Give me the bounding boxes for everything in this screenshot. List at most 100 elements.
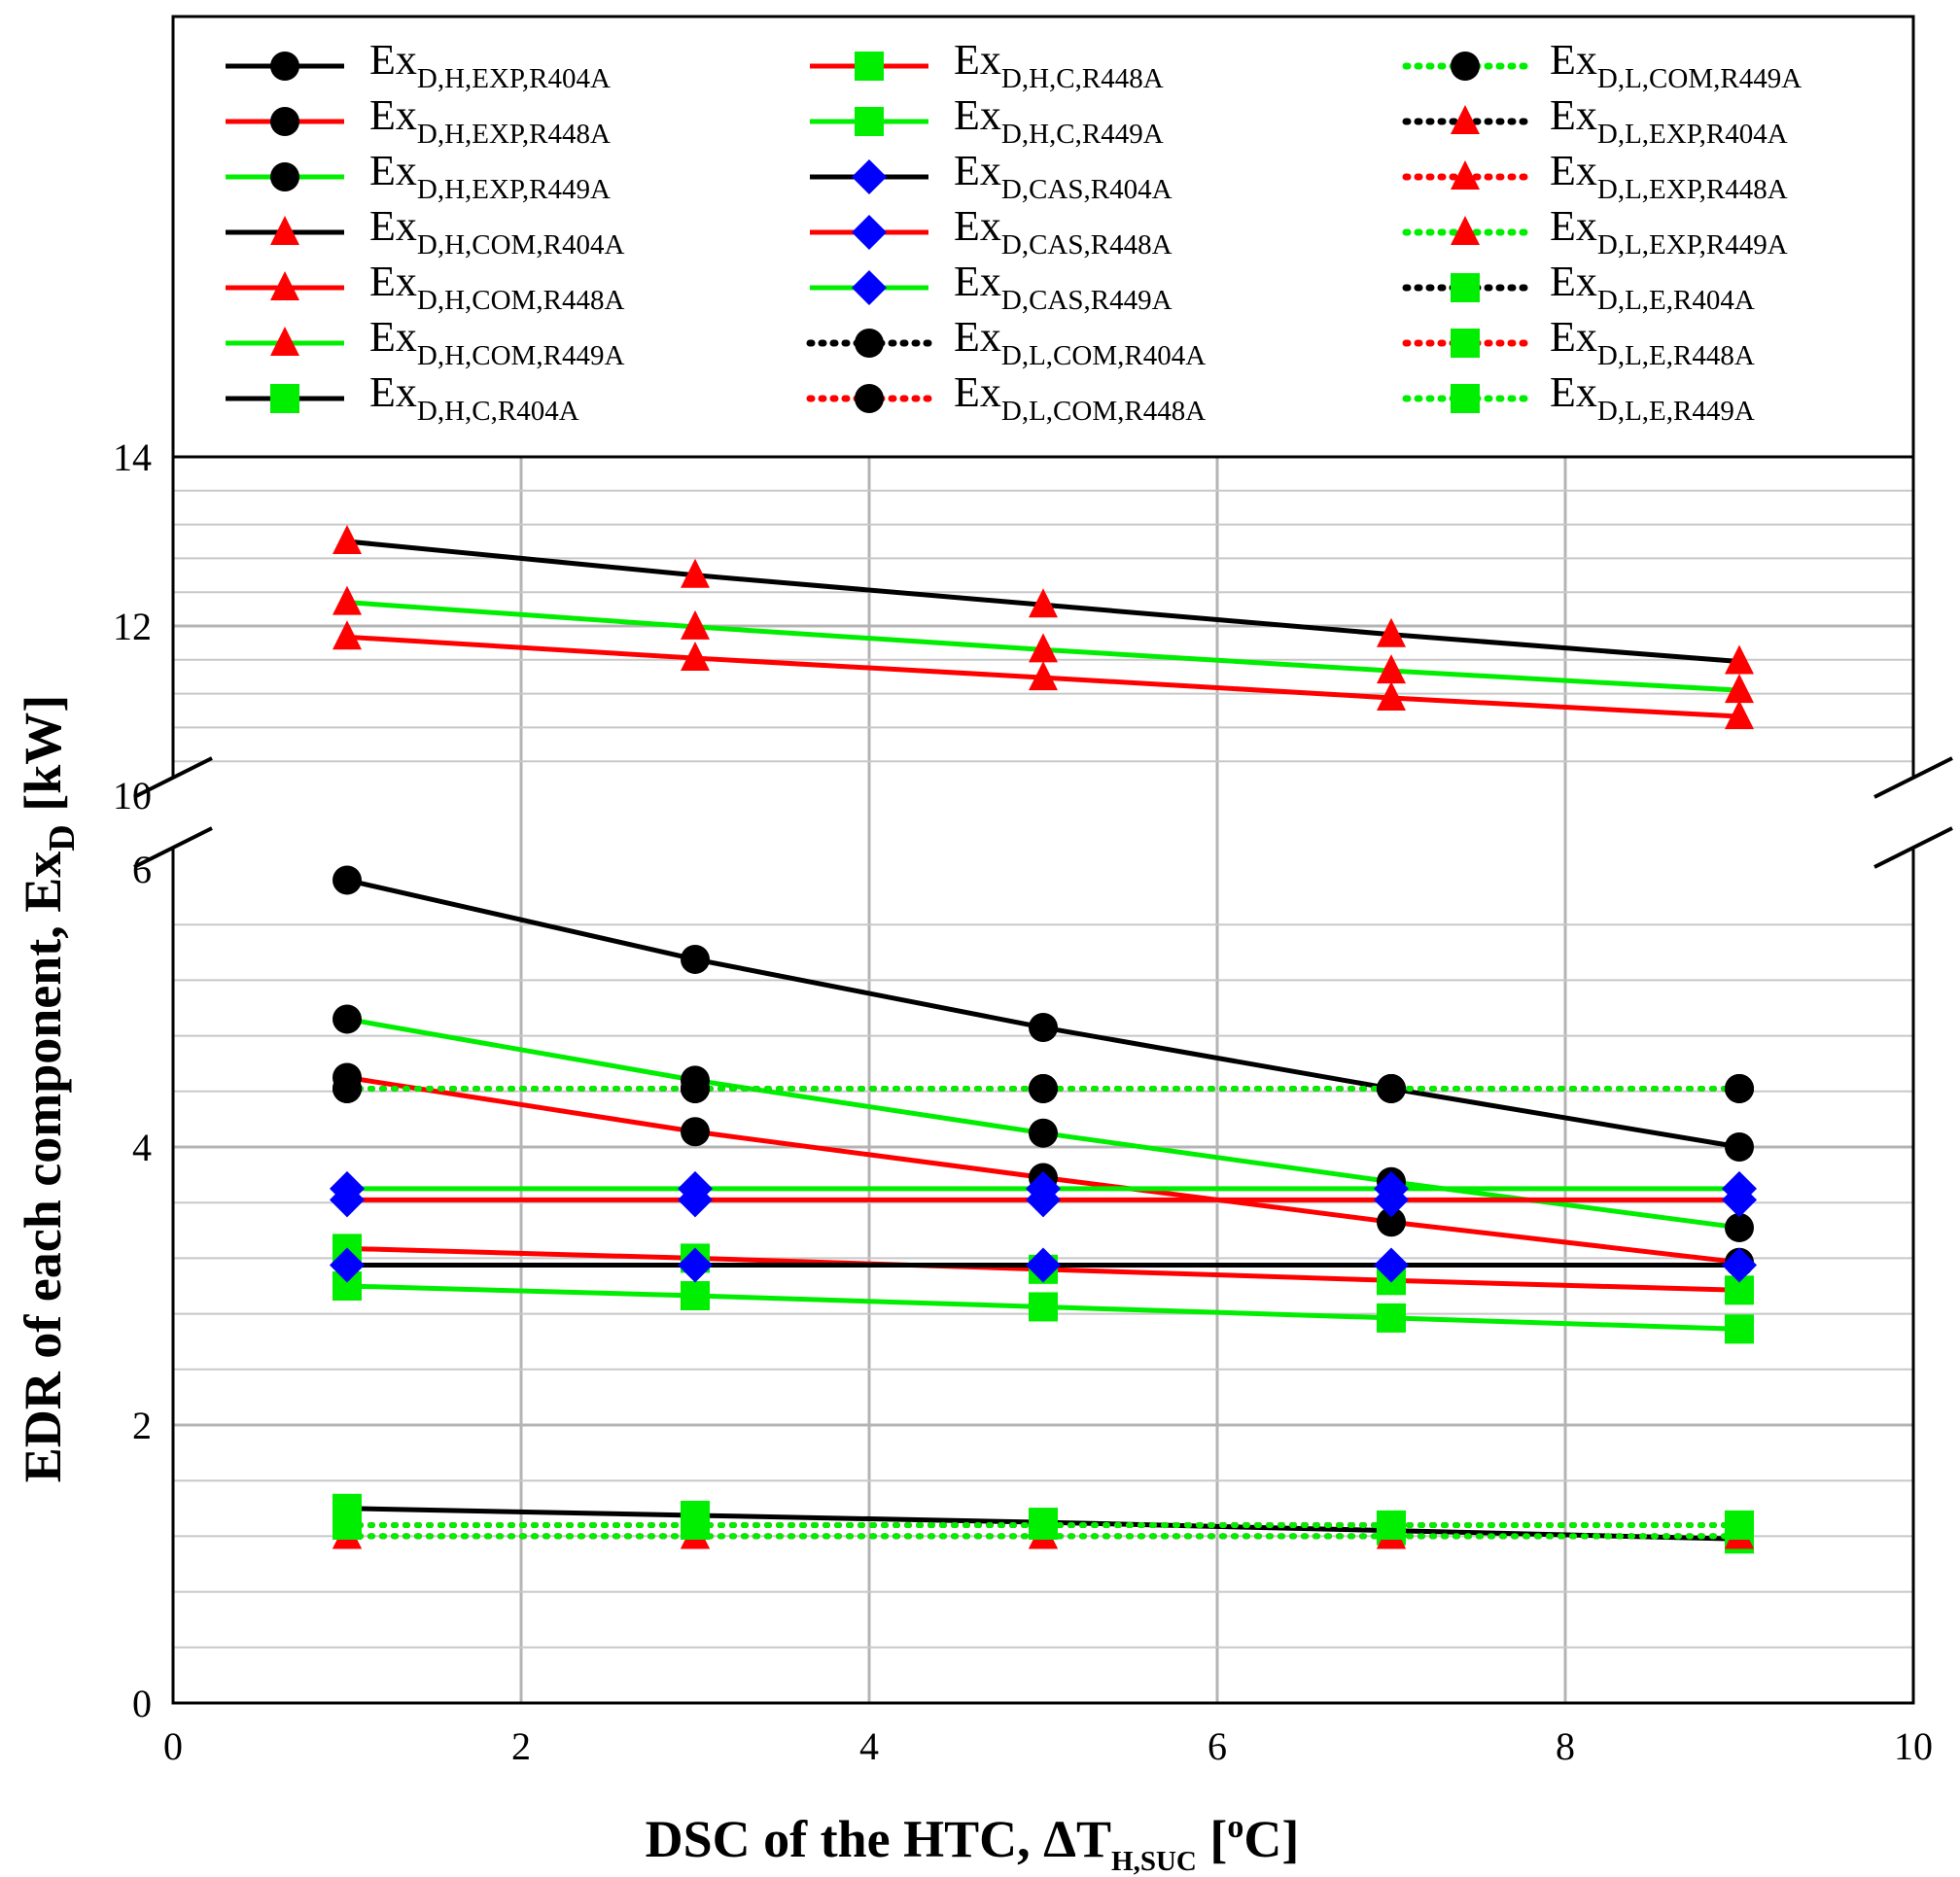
x-tick-label: 6 (1208, 1724, 1227, 1768)
legend-label-main: Ex (369, 36, 417, 84)
data-point-square (1451, 384, 1480, 413)
legend-entry: ExD,H,EXP,R404A (226, 36, 611, 94)
legend-entry: ExD,CAS,R404A (810, 147, 1172, 205)
legend-label-main: Ex (1550, 202, 1597, 250)
legend-label-sub: D,L,COM,R448A (1001, 396, 1206, 427)
legend-label-main: Ex (1550, 36, 1597, 84)
legend-label: ExD,L,EXP,R404A (1550, 91, 1788, 150)
legend-label-sub: D,L,COM,R404A (1001, 340, 1206, 371)
legend-entry: ExD,L,COM,R448A (806, 368, 1206, 427)
data-point-triangle (1029, 633, 1058, 663)
data-point-square (681, 1281, 710, 1311)
data-point-diamond (1026, 1247, 1061, 1283)
legend-label-sub: D,H,COM,R448A (417, 285, 625, 316)
legend-label: ExD,H,C,R448A (954, 36, 1164, 94)
legend-label-sub: D,L,EXP,R448A (1597, 174, 1788, 205)
legend-label: ExD,L,EXP,R449A (1550, 202, 1788, 261)
axis-break-mark (133, 756, 213, 799)
y-tick-label: 14 (113, 435, 152, 479)
legend-label-main: Ex (954, 36, 1001, 84)
x-tick-label: 10 (1894, 1724, 1933, 1768)
data-point-triangle (270, 327, 299, 356)
x-axis-title-unit-open: [ (1197, 1810, 1227, 1868)
data-point-diamond (678, 1247, 713, 1283)
legend-label: ExD,H,EXP,R404A (369, 36, 611, 94)
data-point-triangle (1725, 700, 1754, 730)
y-axis-title-main: EDR of each component, Ex (14, 852, 72, 1482)
legend-label: ExD,H,COM,R448A (369, 258, 624, 316)
legend-label: ExD,L,E,R449A (1550, 368, 1755, 427)
data-point-triangle (681, 642, 710, 672)
data-point-triangle (1029, 588, 1058, 618)
x-axis-title-sub: H,SUC (1111, 1846, 1197, 1877)
data-point-diamond (1374, 1170, 1409, 1206)
legend-label-sub: D,H,EXP,R404A (417, 63, 611, 94)
legend-label: ExD,L,E,R404A (1550, 258, 1755, 316)
data-point-triangle (332, 525, 362, 554)
legend-label: ExD,L,COM,R404A (954, 313, 1206, 371)
legend-label-main: Ex (954, 313, 1001, 361)
data-point-square (1725, 1510, 1754, 1540)
legend-label-sub: D,L,EXP,R449A (1597, 229, 1788, 261)
legend-label: ExD,H,EXP,R448A (369, 91, 611, 150)
legend-label: ExD,H,EXP,R449A (369, 147, 611, 205)
y-tick-label: 6 (132, 848, 152, 891)
data-point-circle (270, 52, 299, 81)
legend-label-sub: D,L,E,R404A (1597, 285, 1755, 316)
legend-label-main: Ex (1550, 91, 1597, 139)
y-tick-label: 2 (132, 1404, 152, 1447)
data-point-triangle (270, 216, 299, 245)
data-point-square (332, 1510, 362, 1540)
data-point-circle (270, 162, 299, 191)
legend-label-main: Ex (369, 91, 417, 139)
axis-break-mark (1873, 826, 1953, 869)
legend-label-sub: D,CAS,R449A (1001, 285, 1172, 316)
legend-box (171, 15, 1915, 459)
legend-entry: ExD,H,C,R404A (226, 368, 579, 427)
y-tick-label: 4 (132, 1126, 152, 1169)
data-point-square (1377, 1510, 1406, 1540)
data-point-triangle (1451, 216, 1480, 245)
legend-label-main: Ex (369, 258, 417, 305)
legend-entry: ExD,L,EXP,R448A (1402, 147, 1788, 205)
legend-entry: ExD,L,EXP,R449A (1402, 202, 1788, 261)
data-point-circle (270, 107, 299, 136)
data-point-square (1029, 1510, 1058, 1540)
legend-entry: ExD,L,E,R448A (1402, 313, 1755, 371)
data-point-triangle (681, 558, 710, 588)
legend-label-main: Ex (1550, 147, 1597, 194)
legend-entry: ExD,H,COM,R448A (226, 258, 624, 316)
data-point-diamond (1374, 1247, 1409, 1283)
legend-label-main: Ex (954, 147, 1001, 194)
legend-label-sub: D,H,COM,R404A (417, 229, 625, 261)
data-point-circle (1029, 1073, 1058, 1103)
axis-break-mark (1873, 756, 1953, 799)
legend-label-sub: D,L,EXP,R404A (1597, 119, 1788, 150)
data-point-circle (681, 944, 710, 974)
legend-label: ExD,L,COM,R449A (1550, 36, 1802, 94)
legend-entry: ExD,CAS,R448A (810, 202, 1172, 261)
legend-label-main: Ex (369, 147, 417, 194)
data-point-triangle (681, 609, 710, 640)
legend-label-main: Ex (1550, 313, 1597, 361)
legend-entry: ExD,H,COM,R404A (226, 202, 624, 261)
data-point-square (1725, 1314, 1754, 1344)
legend-label: ExD,H,C,R404A (369, 368, 579, 427)
axis-break-gap (1908, 778, 1919, 848)
data-point-circle (332, 1004, 362, 1034)
legend-label-sub: D,H,C,R448A (1001, 63, 1164, 94)
data-point-square (1029, 1292, 1058, 1322)
data-point-triangle (1451, 105, 1480, 134)
legend-label-main: Ex (1550, 368, 1597, 416)
legend-label-sub: D,H,COM,R449A (417, 340, 625, 371)
data-point-diamond (1722, 1247, 1757, 1283)
data-point-diamond (678, 1170, 713, 1206)
legend-entry: ExD,H,EXP,R449A (226, 147, 611, 205)
legend-label-sub: D,L,E,R449A (1597, 396, 1755, 427)
data-point-triangle (1377, 654, 1406, 684)
tick-labels: 0 2 4 6 8 10 0 2 4 6 10 12 14 (113, 435, 1933, 1768)
data-point-circle (1377, 1073, 1406, 1103)
legend-entry: ExD,CAS,R449A (810, 258, 1172, 316)
data-point-triangle (332, 585, 362, 615)
legend-entry: ExD,L,COM,R404A (806, 313, 1206, 371)
